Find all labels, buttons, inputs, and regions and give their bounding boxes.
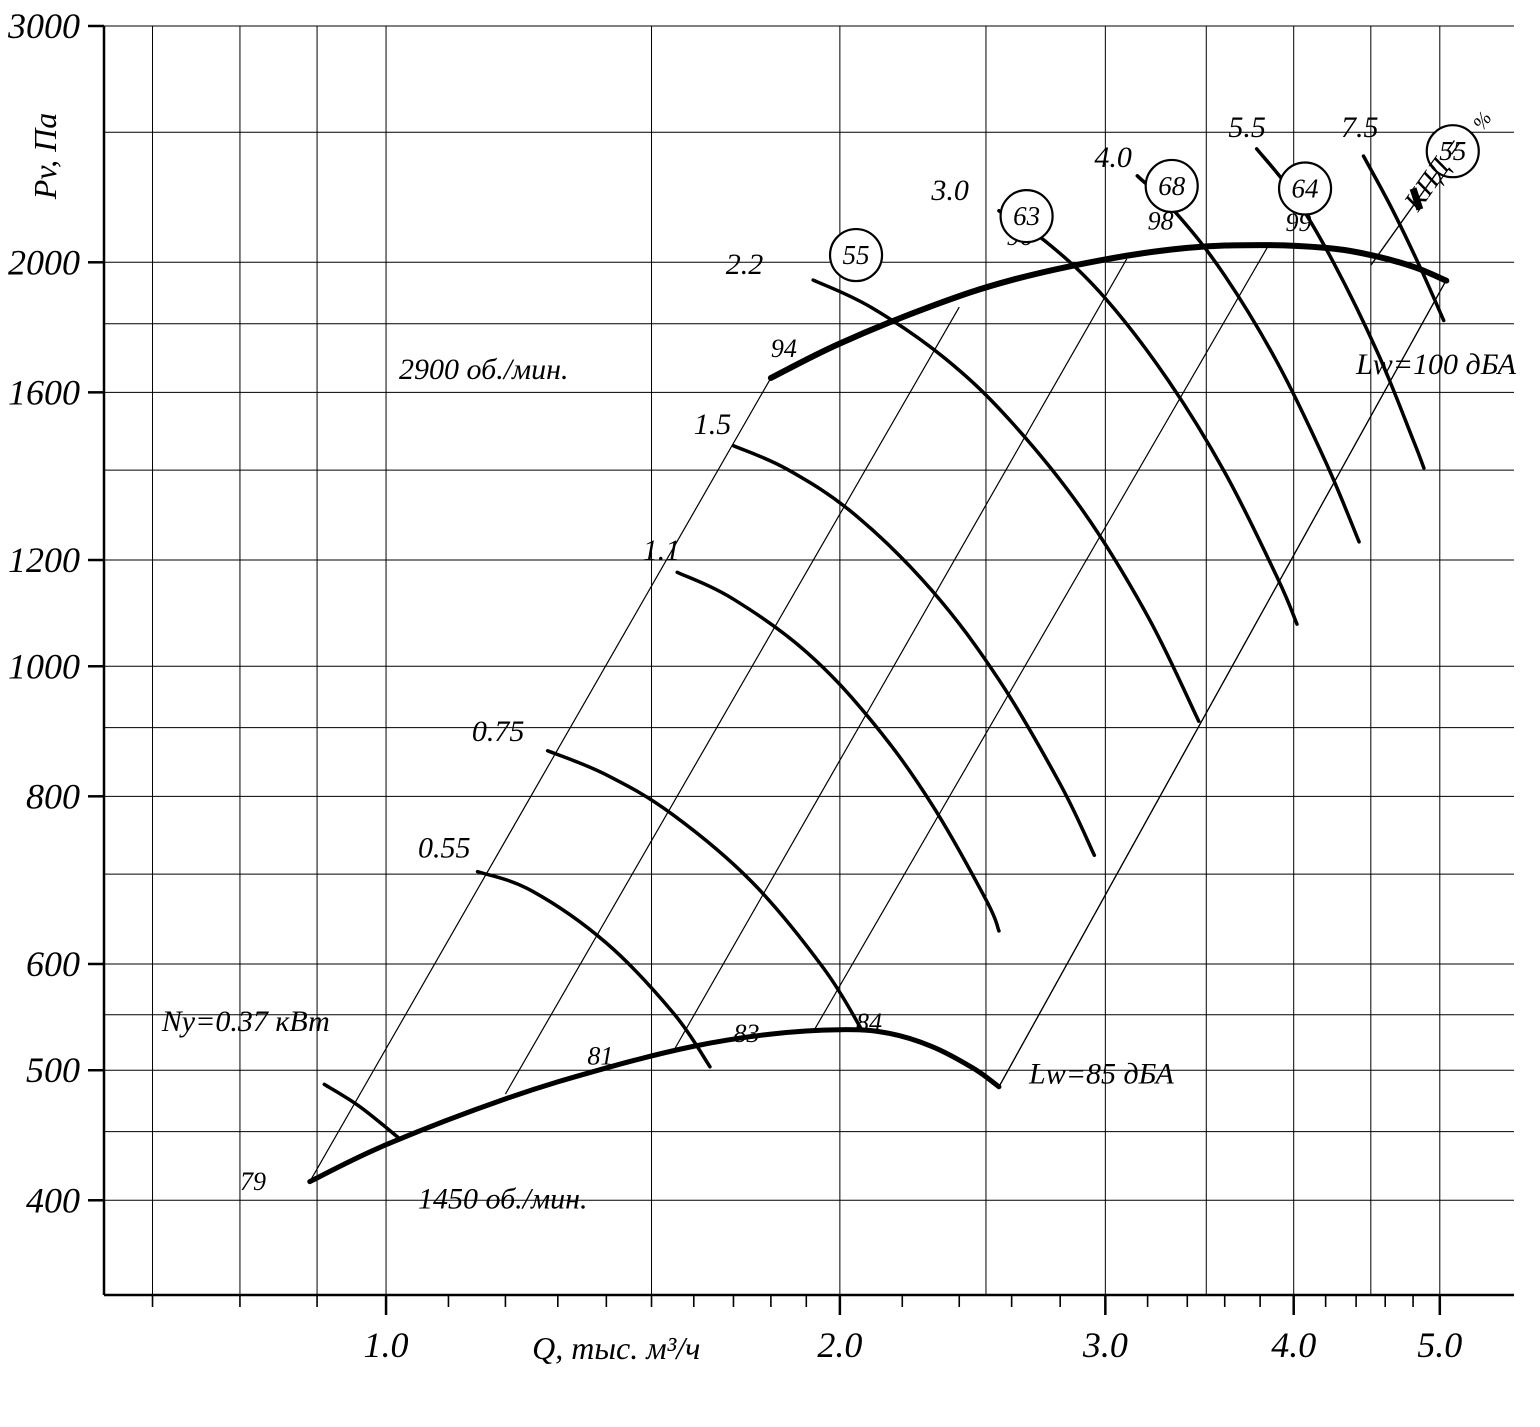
y-tick-label: 600: [26, 944, 80, 984]
y-tick-label: 800: [26, 776, 80, 816]
sound-label: Lw=100 дБА: [1355, 348, 1517, 381]
x-tick-label: 5.0: [1417, 1325, 1462, 1365]
eff-circle-value: 68: [1158, 171, 1186, 201]
power-label: 1.1: [643, 534, 681, 567]
eff-circle-value: 64: [1292, 174, 1319, 204]
rpm-label: 2900 об./мин.: [399, 353, 569, 386]
y-tick-label: 2000: [8, 242, 80, 282]
y-tick-label: 1000: [8, 646, 80, 686]
power-label: 0.55: [418, 832, 471, 865]
x-axis-label: Q, тыс. м³/ч: [532, 1330, 700, 1366]
power-label: 7.5: [1341, 111, 1379, 144]
y-tick-label: 3000: [7, 6, 80, 46]
eff-mid-label: 83: [733, 1019, 759, 1048]
eff-top-label: 94: [771, 334, 797, 363]
sound-label: Lw=85 дБА: [1028, 1058, 1175, 1091]
y-tick-label: 1600: [8, 372, 80, 412]
power-label: 4.0: [1094, 141, 1132, 174]
rpm-label: 1450 об./мин.: [418, 1182, 588, 1215]
fan-performance-chart: 1.0 2.0 3.0 4.0 5.0 Q, тыс. м³/ч 400 500 600 800 1…: [0, 0, 1540, 1427]
power-prefix-label: Ny=0.37 кВт: [161, 1005, 330, 1038]
eff-circle-value: 55: [843, 240, 870, 270]
y-tick-label: 400: [26, 1180, 80, 1220]
eff-circle-value: 63: [1013, 201, 1040, 231]
x-tick-label: 2.0: [817, 1325, 862, 1365]
y-tick-label: 1200: [8, 540, 80, 580]
x-tick-label: 3.0: [1082, 1325, 1128, 1365]
power-label: 5.5: [1228, 111, 1266, 144]
power-label: 1.5: [694, 408, 732, 441]
power-label: 0.75: [472, 715, 524, 748]
y-tick-label: 500: [26, 1050, 80, 1090]
eff-mid-label: 79: [240, 1167, 266, 1196]
y-axis-label: Pv, Па: [27, 113, 63, 200]
power-label: 3.0: [930, 174, 969, 207]
x-tick-label: 1.0: [364, 1325, 409, 1365]
power-label: 2.2: [726, 248, 764, 281]
x-tick-label: 4.0: [1271, 1325, 1316, 1365]
